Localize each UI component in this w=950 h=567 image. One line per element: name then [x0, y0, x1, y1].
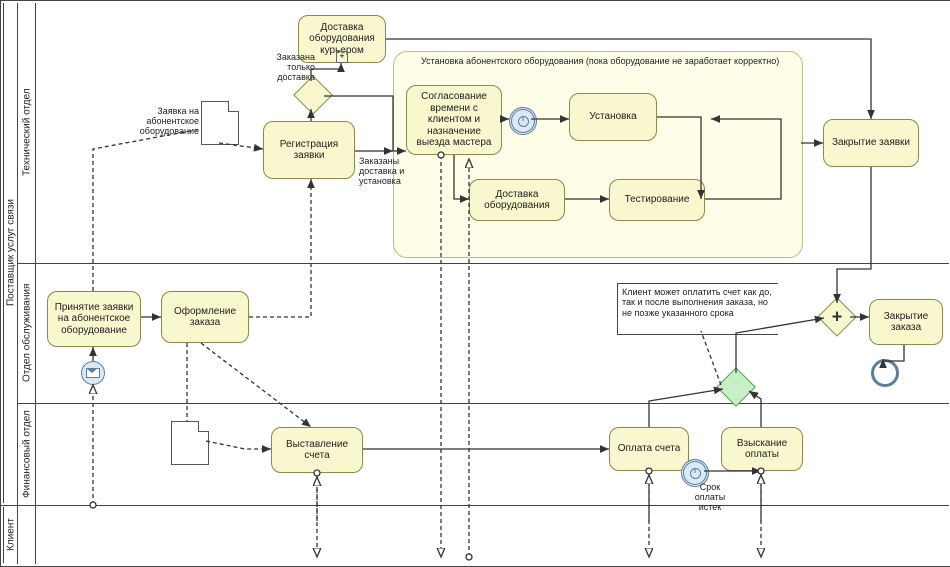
task-install: Установка: [569, 93, 657, 141]
subprocess-marker: +: [336, 51, 348, 63]
timer-event-agree: [509, 107, 537, 135]
task-close-request: Закрытие заявки: [823, 119, 919, 167]
lane-divider-2: [17, 403, 949, 404]
pool-divider: [1, 505, 949, 506]
task-delivery-equip: Доставка оборудования: [469, 179, 565, 221]
annotation-payment: Клиент может оплатить счет как до, так и…: [617, 283, 778, 335]
gateway-parallel-join: +: [817, 297, 857, 337]
doc-request-label: Заявка на абонентское оборудование: [121, 107, 199, 137]
subprocess-title: Установка абонентского оборудования (пок…: [421, 57, 791, 67]
task-testing: Тестирование: [609, 179, 705, 221]
label-pay-deadline: Срок оплаты истек: [685, 483, 735, 513]
task-register: Регистрация заявки: [263, 121, 355, 179]
label-only-delivery: Заказана только доставка: [263, 53, 315, 83]
pool-label-client: Клиент: [3, 507, 18, 563]
start-event-message: [81, 361, 105, 385]
task-agree-time: Согласование времени с клиентом и назнач…: [406, 85, 502, 155]
lane-divider-1: [17, 263, 949, 264]
label-delivery-install: Заказаны доставка и установка: [359, 157, 429, 187]
gateway-payment: [716, 367, 756, 407]
bpmn-diagram: Поставщик услуг связи Клиент Технический…: [0, 0, 950, 567]
task-accept-request: Принятие заявки на абонентское оборудова…: [47, 291, 141, 347]
doc-invoice: [171, 421, 209, 465]
lane-label-tech: Технический отдел: [19, 3, 35, 261]
pool-label-main: Поставщик услуг связи: [3, 3, 18, 503]
task-pay-invoice: Оплата счета: [609, 427, 689, 471]
lane-border: [35, 3, 36, 564]
lane-label-service: Отдел обслуживания: [19, 265, 35, 401]
doc-request: [201, 101, 239, 145]
lane-label-finance: Финансовый отдел: [19, 405, 35, 503]
task-make-order: Оформление заказа: [161, 291, 249, 343]
end-event: [871, 359, 899, 387]
task-close-order: Закрытие заказа: [869, 299, 943, 345]
task-collect-payment: Взыскание оплаты: [721, 427, 803, 471]
task-issue-invoice: Выставление счета: [271, 427, 363, 473]
